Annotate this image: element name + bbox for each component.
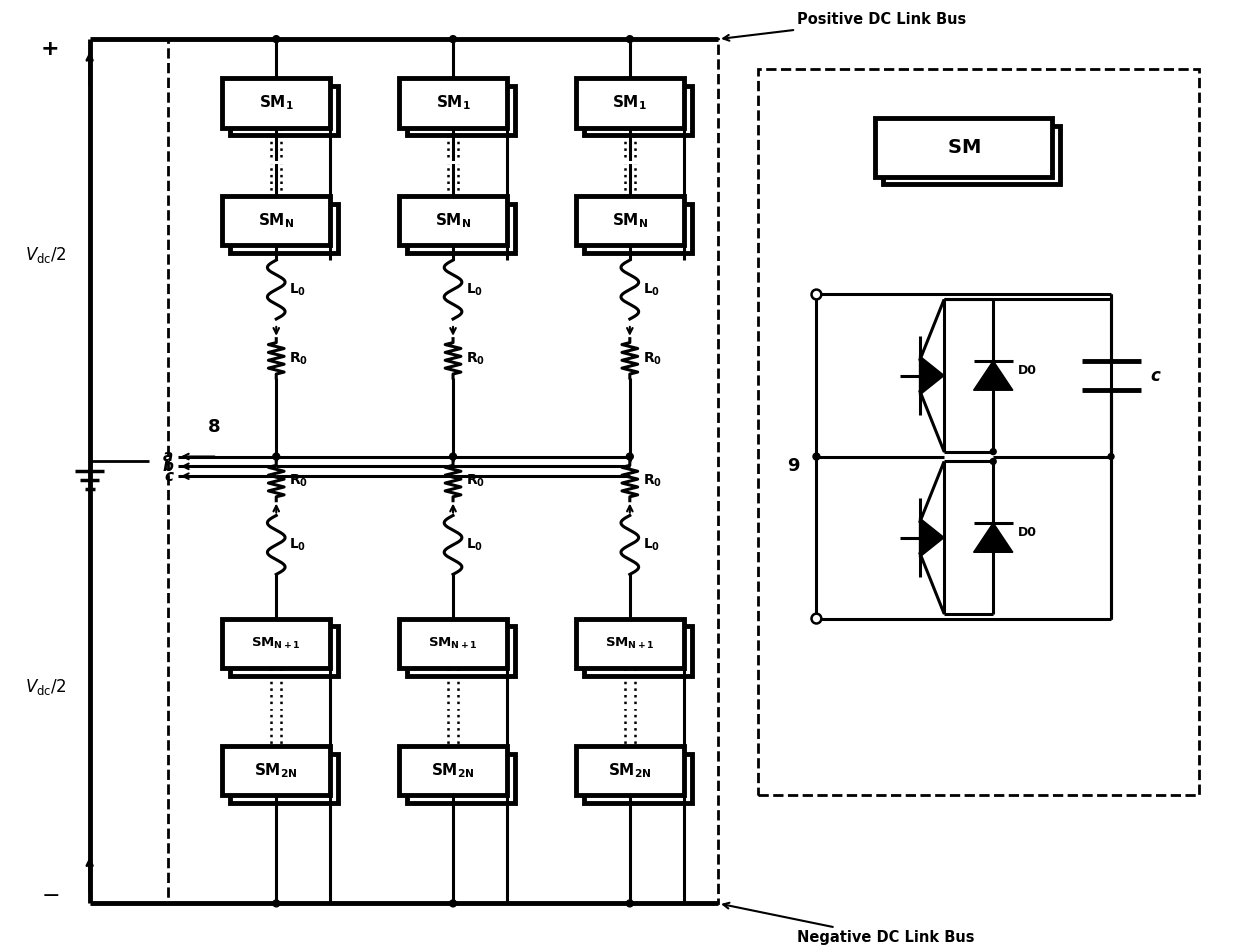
Bar — [584, 205, 692, 253]
Text: $\mathbf{SM_{N+1}}$: $\mathbf{SM_{N+1}}$ — [605, 635, 655, 651]
Text: c: c — [1151, 366, 1161, 384]
Text: $\mathbf{SM_N}$: $\mathbf{SM_N}$ — [258, 211, 294, 230]
Bar — [231, 86, 339, 135]
Circle shape — [273, 900, 280, 907]
Polygon shape — [973, 361, 1013, 390]
Bar — [584, 627, 692, 675]
Circle shape — [450, 36, 456, 43]
Circle shape — [450, 453, 456, 460]
Text: $\mathbf{L_0}$: $\mathbf{L_0}$ — [642, 537, 660, 553]
Text: 9: 9 — [787, 457, 800, 475]
Text: +: + — [41, 39, 60, 59]
Bar — [407, 86, 515, 135]
Text: 8: 8 — [207, 418, 221, 436]
Bar — [575, 618, 683, 668]
Text: $\mathbf{SM_N}$: $\mathbf{SM_N}$ — [611, 211, 649, 230]
Bar — [399, 196, 507, 245]
Text: $\mathbf{SM_{2N}}$: $\mathbf{SM_{2N}}$ — [432, 761, 475, 780]
Circle shape — [811, 614, 821, 623]
Text: Negative DC Link Bus: Negative DC Link Bus — [723, 902, 975, 945]
Bar — [399, 618, 507, 668]
Circle shape — [811, 290, 821, 299]
Bar — [399, 746, 507, 795]
Circle shape — [991, 458, 996, 464]
Text: $\mathbf{SM_N}$: $\mathbf{SM_N}$ — [435, 211, 471, 230]
Text: $-$: $-$ — [41, 884, 60, 903]
Polygon shape — [920, 356, 944, 395]
Bar — [875, 117, 1053, 177]
Text: $\mathbf{SM_{2N}}$: $\mathbf{SM_{2N}}$ — [254, 761, 298, 780]
Text: $\mathbf{R_0}$: $\mathbf{R_0}$ — [466, 473, 485, 490]
Text: $\mathbf{L_0}$: $\mathbf{L_0}$ — [466, 281, 484, 297]
Text: D0: D0 — [1018, 364, 1037, 377]
Circle shape — [991, 449, 996, 455]
Text: $\mathbf{L_0}$: $\mathbf{L_0}$ — [642, 281, 660, 297]
Text: $\mathbf{R_0}$: $\mathbf{R_0}$ — [642, 350, 662, 366]
Text: a: a — [162, 449, 174, 464]
Circle shape — [626, 900, 634, 907]
Bar — [399, 79, 507, 128]
Text: $\mathbf{R_0}$: $\mathbf{R_0}$ — [289, 473, 308, 490]
Polygon shape — [973, 523, 1013, 552]
Bar — [407, 205, 515, 253]
Circle shape — [450, 900, 456, 907]
Text: $\mathbf{R_0}$: $\mathbf{R_0}$ — [466, 350, 485, 366]
Bar — [584, 754, 692, 803]
Text: $\mathbf{L_0}$: $\mathbf{L_0}$ — [289, 281, 306, 297]
Bar — [575, 79, 683, 128]
Bar — [222, 746, 330, 795]
Text: $\mathbf{SM_1}$: $\mathbf{SM_1}$ — [613, 94, 647, 113]
Bar — [407, 627, 515, 675]
Text: $\mathbf{R_0}$: $\mathbf{R_0}$ — [642, 473, 662, 490]
Text: $\mathbf{L_0}$: $\mathbf{L_0}$ — [289, 537, 306, 553]
Polygon shape — [920, 518, 944, 557]
Bar — [231, 754, 339, 803]
Text: Positive DC Link Bus: Positive DC Link Bus — [723, 12, 966, 41]
Text: $\mathbf{SM_1}$: $\mathbf{SM_1}$ — [435, 94, 470, 113]
Text: $\mathbf{SM_{N+1}}$: $\mathbf{SM_{N+1}}$ — [428, 635, 477, 651]
Text: c: c — [164, 469, 174, 484]
Bar — [222, 618, 330, 668]
Text: D0: D0 — [1018, 527, 1037, 539]
Circle shape — [273, 453, 280, 460]
Bar — [169, 39, 718, 903]
Text: $V_{\rm dc}/2$: $V_{\rm dc}/2$ — [25, 245, 66, 265]
Bar — [222, 196, 330, 245]
Text: $\mathbf{L_0}$: $\mathbf{L_0}$ — [466, 537, 484, 553]
Text: b: b — [162, 459, 174, 474]
Circle shape — [626, 453, 634, 460]
Circle shape — [626, 36, 634, 43]
Bar — [584, 86, 692, 135]
Circle shape — [1109, 454, 1114, 459]
Text: $\mathbf{R_0}$: $\mathbf{R_0}$ — [289, 350, 308, 366]
Bar — [575, 746, 683, 795]
Circle shape — [813, 453, 820, 460]
Text: $\mathbf{SM_1}$: $\mathbf{SM_1}$ — [259, 94, 294, 113]
Text: $\mathbf{SM}$: $\mathbf{SM}$ — [947, 137, 981, 156]
Bar — [407, 754, 515, 803]
Text: $V_{\rm dc}/2$: $V_{\rm dc}/2$ — [25, 677, 66, 697]
Circle shape — [273, 36, 280, 43]
Bar — [575, 196, 683, 245]
Bar — [883, 126, 1060, 185]
Bar — [758, 68, 1199, 795]
Text: $\mathbf{SM_{N+1}}$: $\mathbf{SM_{N+1}}$ — [252, 635, 301, 651]
Bar — [231, 205, 339, 253]
Text: $\mathbf{SM_{2N}}$: $\mathbf{SM_{2N}}$ — [608, 761, 652, 780]
Bar — [222, 79, 330, 128]
Bar — [231, 627, 339, 675]
